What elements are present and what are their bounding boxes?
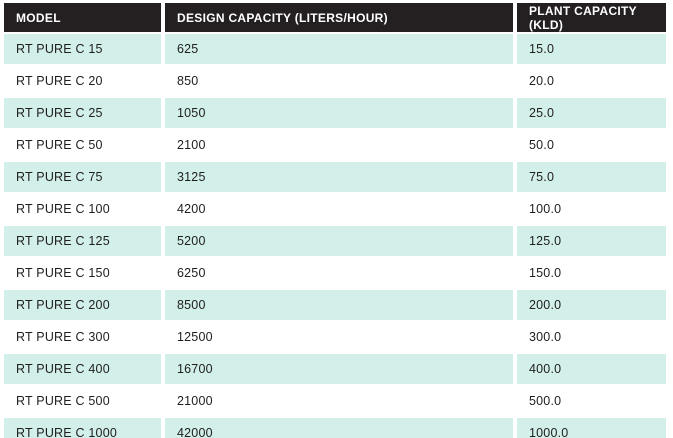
model-cell: RT PURE C 75: [4, 162, 161, 192]
table-row: RT PURE C 200 8500 200.0: [4, 290, 666, 320]
model-cell: RT PURE C 20: [4, 66, 161, 96]
model-cell: RT PURE C 1000: [4, 418, 161, 438]
model-cell: RT PURE C 500: [4, 386, 161, 416]
model-cell: RT PURE C 200: [4, 290, 161, 320]
plant-capacity-cell: 20.0: [517, 66, 666, 96]
table-header-row: MODEL DESIGN CAPACITY (LITERS/HOUR) PLAN…: [4, 3, 666, 32]
plant-capacity-cell: 25.0: [517, 98, 666, 128]
design-capacity-cell: 1050: [165, 98, 513, 128]
design-capacity-cell: 21000: [165, 386, 513, 416]
table-row: RT PURE C 50 2100 50.0: [4, 130, 666, 160]
table-row: RT PURE C 25 1050 25.0: [4, 98, 666, 128]
plant-capacity-cell: 200.0: [517, 290, 666, 320]
plant-capacity-cell: 75.0: [517, 162, 666, 192]
design-capacity-cell: 625: [165, 34, 513, 64]
table-row: RT PURE C 100 4200 100.0: [4, 194, 666, 224]
model-cell: RT PURE C 125: [4, 226, 161, 256]
plant-capacity-cell: 50.0: [517, 130, 666, 160]
table-row: RT PURE C 20 850 20.0: [4, 66, 666, 96]
plant-capacity-cell: 125.0: [517, 226, 666, 256]
capacity-table: MODEL DESIGN CAPACITY (LITERS/HOUR) PLAN…: [4, 3, 666, 438]
table-row: RT PURE C 150 6250 150.0: [4, 258, 666, 288]
plant-capacity-cell: 15.0: [517, 34, 666, 64]
design-capacity-cell: 3125: [165, 162, 513, 192]
design-capacity-cell: 4200: [165, 194, 513, 224]
table-row: RT PURE C 500 21000 500.0: [4, 386, 666, 416]
model-cell: RT PURE C 15: [4, 34, 161, 64]
model-cell: RT PURE C 25: [4, 98, 161, 128]
design-capacity-cell: 8500: [165, 290, 513, 320]
table-row: RT PURE C 400 16700 400.0: [4, 354, 666, 384]
model-cell: RT PURE C 400: [4, 354, 161, 384]
plant-capacity-cell: 300.0: [517, 322, 666, 352]
table-body: RT PURE C 15 625 15.0 RT PURE C 20 850 2…: [4, 34, 666, 438]
model-cell: RT PURE C 150: [4, 258, 161, 288]
plant-capacity-cell: 500.0: [517, 386, 666, 416]
header-model: MODEL: [4, 3, 161, 32]
design-capacity-cell: 16700: [165, 354, 513, 384]
design-capacity-cell: 12500: [165, 322, 513, 352]
model-cell: RT PURE C 100: [4, 194, 161, 224]
model-cell: RT PURE C 300: [4, 322, 161, 352]
plant-capacity-cell: 100.0: [517, 194, 666, 224]
design-capacity-cell: 850: [165, 66, 513, 96]
design-capacity-cell: 42000: [165, 418, 513, 438]
design-capacity-cell: 2100: [165, 130, 513, 160]
table-row: RT PURE C 15 625 15.0: [4, 34, 666, 64]
plant-capacity-cell: 150.0: [517, 258, 666, 288]
table-row: RT PURE C 1000 42000 1000.0: [4, 418, 666, 438]
design-capacity-cell: 5200: [165, 226, 513, 256]
table-row: RT PURE C 300 12500 300.0: [4, 322, 666, 352]
plant-capacity-cell: 400.0: [517, 354, 666, 384]
model-cell: RT PURE C 50: [4, 130, 161, 160]
plant-capacity-cell: 1000.0: [517, 418, 666, 438]
table-row: RT PURE C 125 5200 125.0: [4, 226, 666, 256]
table-row: RT PURE C 75 3125 75.0: [4, 162, 666, 192]
header-plant-capacity: PLANT CAPACITY (KLD): [517, 3, 666, 32]
header-design-capacity: DESIGN CAPACITY (LITERS/HOUR): [165, 3, 513, 32]
design-capacity-cell: 6250: [165, 258, 513, 288]
